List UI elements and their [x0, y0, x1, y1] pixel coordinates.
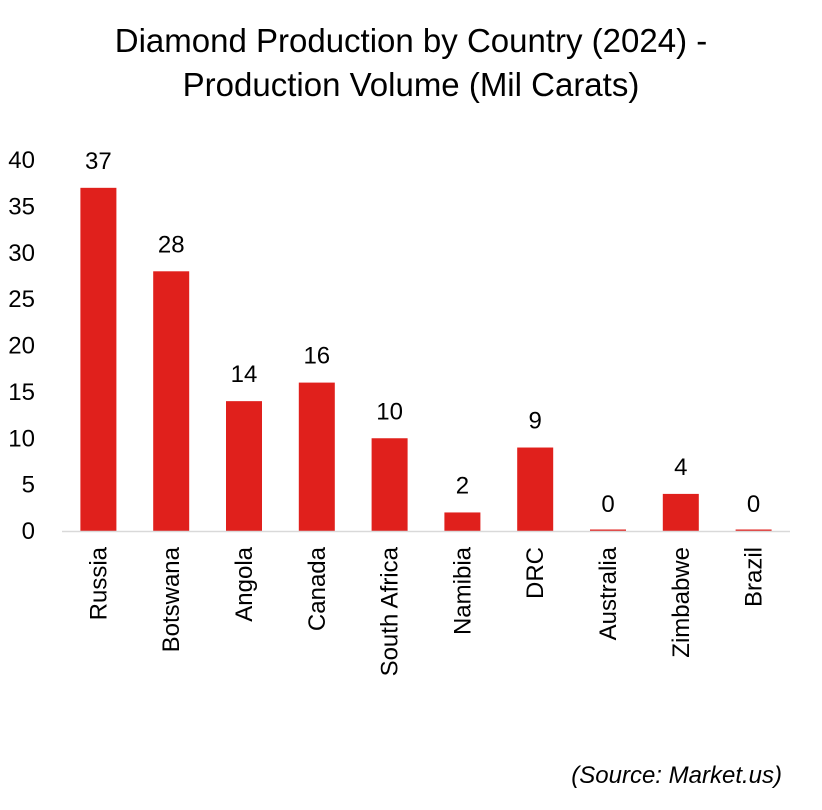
x-tick-label-brazil: Brazil — [741, 547, 768, 607]
x-tick-label-angola: Angola — [231, 546, 258, 621]
x-tick-label-russia: Russia — [85, 546, 112, 620]
bar-zimbabwe — [662, 493, 699, 531]
data-label-brazil: 0 — [747, 491, 760, 518]
bar-drc — [517, 447, 554, 531]
x-tick-label-canada: Canada — [304, 546, 331, 631]
bar-angola — [226, 401, 262, 531]
x-tick-label-australia: Australia — [595, 546, 622, 640]
y-tick-label: 40 — [8, 147, 35, 174]
y-tick-label: 5 — [22, 472, 35, 499]
bar-south-africa — [371, 438, 408, 531]
data-label-australia: 0 — [601, 491, 614, 518]
x-tick-label-south-africa: South Africa — [377, 546, 404, 676]
bar-canada — [298, 382, 335, 531]
data-label-russia: 37 — [85, 148, 112, 175]
y-tick-label: 15 — [8, 379, 35, 406]
chart-title-line-1: Diamond Production by Country (2024) - — [115, 22, 707, 59]
chart-title: Diamond Production by Country (2024) - P… — [115, 22, 707, 103]
data-label-south-africa: 10 — [376, 398, 403, 425]
y-tick-label: 25 — [8, 286, 35, 313]
bar-botswana — [153, 271, 190, 531]
x-tick-label-zimbabwe: Zimbabwe — [668, 547, 695, 658]
chart-title-line-2: Production Volume (Mil Carats) — [183, 66, 640, 103]
data-labels: 37 28 14 16 10 2 9 0 4 0 — [85, 148, 760, 518]
data-label-botswana: 28 — [158, 231, 185, 258]
data-label-namibia: 2 — [456, 472, 469, 499]
y-tick-label: 30 — [8, 240, 35, 267]
data-label-zimbabwe: 4 — [674, 454, 687, 481]
data-label-angola: 14 — [231, 361, 258, 388]
bar-brazil — [735, 529, 772, 531]
bar-russia — [80, 187, 117, 531]
x-axis: Russia Botswana Angola Canada South Africa Na… — [85, 546, 767, 676]
bar-namibia — [444, 512, 481, 531]
x-tick-label-namibia: Namibia — [449, 546, 476, 635]
y-axis: 0 5 10 15 20 25 30 35 40 — [8, 147, 35, 545]
data-label-drc: 9 — [529, 408, 542, 435]
y-tick-label: 0 — [22, 518, 35, 545]
source-note: (Source: Market.us) — [571, 762, 782, 789]
y-tick-label: 20 — [8, 333, 35, 360]
y-tick-label: 10 — [8, 425, 35, 452]
x-tick-label-drc: DRC — [522, 547, 549, 599]
data-label-canada: 16 — [303, 343, 330, 370]
x-tick-label-botswana: Botswana — [158, 546, 185, 652]
y-tick-label: 35 — [8, 193, 35, 220]
bar-australia — [590, 529, 626, 531]
bar-series — [80, 187, 772, 531]
